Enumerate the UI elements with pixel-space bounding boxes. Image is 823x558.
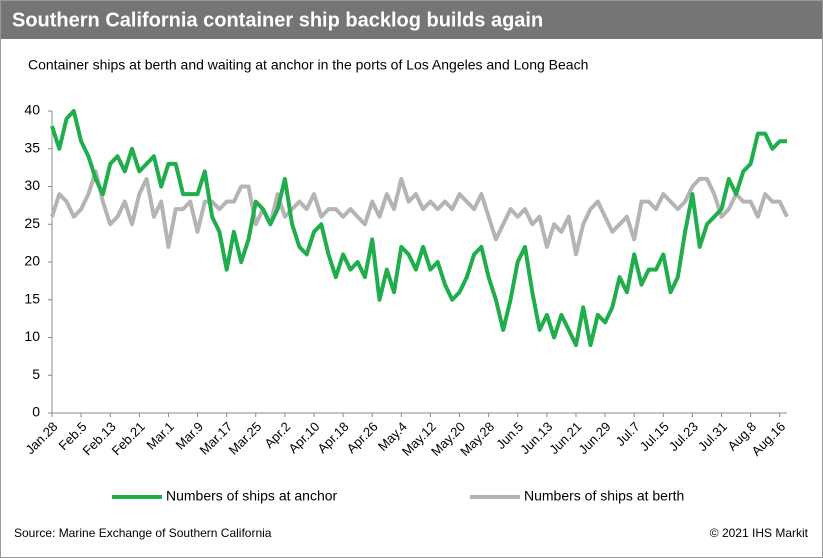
legend-label: Numbers of ships at anchor (166, 488, 338, 504)
source: Source: Marine Exchange of Southern Cali… (14, 526, 272, 540)
series-line (50, 169, 789, 257)
series-line (50, 109, 787, 348)
legend-label: Numbers of ships at berth (524, 488, 684, 504)
y-tick-label: 20 (24, 253, 40, 269)
y-tick-label: 5 (32, 366, 40, 382)
y-tick-label: 40 (24, 102, 40, 118)
credit: © 2021 IHS Markit (710, 526, 809, 540)
y-tick-label: 0 (32, 404, 40, 420)
y-tick-label: 35 (24, 139, 40, 155)
chart-subtitle: Container ships at berth and waiting at … (28, 57, 588, 73)
y-tick-label: 10 (24, 328, 40, 344)
chart-title: Southern California container ship backl… (12, 9, 543, 31)
y-tick-label: 30 (24, 177, 40, 193)
title-bar (1, 1, 822, 39)
y-tick-label: 25 (24, 215, 40, 231)
y-tick-label: 15 (24, 290, 40, 306)
